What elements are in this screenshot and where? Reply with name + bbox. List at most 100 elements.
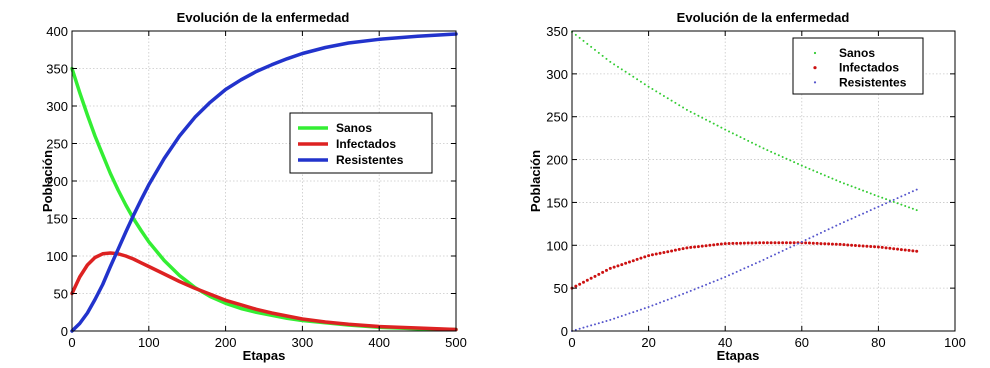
data-point: [850, 217, 853, 220]
y-tick-label: 300: [46, 99, 68, 114]
data-point: [892, 200, 895, 203]
y-tick-label: 400: [46, 24, 68, 39]
data-point: [624, 70, 627, 73]
y-tick-label: 250: [546, 110, 568, 125]
data-point: [873, 245, 877, 249]
data-point: [800, 164, 803, 167]
data-point: [728, 274, 731, 277]
series-line-resistentes: [70, 32, 458, 333]
y-tick-label: 150: [46, 212, 68, 227]
data-point: [777, 154, 780, 157]
x-axis-label: Etapas: [243, 348, 286, 363]
data-point: [781, 156, 784, 158]
legend-swatch-sanos: [813, 51, 817, 55]
data-point: [831, 177, 834, 180]
data-point: [654, 252, 658, 256]
data-point: [892, 247, 896, 251]
data-point: [655, 90, 658, 93]
data-point: [781, 241, 785, 245]
data-point: [773, 152, 776, 155]
y-tick-label: 300: [546, 67, 568, 82]
data-point: [697, 286, 700, 289]
data-point: [827, 242, 831, 246]
data-point: [655, 303, 658, 306]
data-point: [689, 289, 692, 292]
data-point: [574, 328, 577, 331]
data-point: [869, 209, 872, 212]
data-point: [650, 253, 654, 257]
data-point: [720, 126, 723, 129]
series-resistentes: [70, 32, 458, 333]
data-point: [812, 235, 815, 238]
ticks: 0 20 40 60 80 100 0 50 100 150 200 250 300 350: [546, 24, 966, 350]
data-point: [597, 272, 601, 276]
y-tick-label: 200: [46, 174, 68, 189]
data-point: [574, 284, 578, 288]
data-point: [632, 311, 635, 314]
data-point: [854, 186, 857, 189]
data-point: [908, 206, 911, 209]
data-point: [628, 312, 631, 315]
series-infectados: [570, 241, 919, 290]
data-point: [781, 249, 784, 252]
data-point: [762, 147, 765, 150]
series-resistentes: [571, 188, 918, 332]
data-point: [888, 246, 892, 250]
data-point: [754, 241, 758, 245]
data-point: [789, 246, 792, 249]
data-point: [719, 242, 723, 246]
data-point: [877, 195, 880, 198]
data-point: [758, 241, 762, 245]
x-tick-label: 0: [68, 335, 75, 350]
data-point: [643, 83, 646, 86]
data-point: [881, 196, 884, 199]
data-point: [666, 298, 669, 301]
y-axis-label: Población: [528, 150, 543, 212]
data-point: [586, 42, 589, 45]
legend-box: [792, 37, 924, 95]
legend-label: Infectados: [839, 61, 899, 75]
x-tick-label: 100: [138, 335, 160, 350]
data-point: [904, 193, 907, 196]
data-point: [685, 246, 689, 250]
data-point: [608, 266, 612, 270]
data-point: [697, 114, 700, 117]
data-point: [662, 250, 666, 254]
data-point: [769, 241, 773, 245]
data-point: [830, 242, 834, 246]
x-tick-label: 500: [445, 335, 467, 350]
legend-label: Resistentes: [336, 153, 404, 167]
data-point: [731, 241, 735, 245]
data-point: [590, 324, 593, 327]
data-point: [815, 241, 819, 245]
data-point: [662, 94, 665, 97]
y-tick-label: 50: [554, 281, 568, 296]
data-point: [751, 141, 754, 144]
data-point: [880, 245, 884, 249]
data-point: [846, 243, 850, 247]
y-tick-label: 100: [46, 249, 68, 264]
data-point: [639, 256, 643, 260]
data-point: [746, 241, 750, 245]
data-point: [724, 276, 727, 278]
data-point: [659, 92, 662, 95]
data-point: [770, 255, 773, 258]
data-point: [616, 264, 620, 268]
data-point: [873, 207, 876, 210]
data-point: [685, 291, 688, 294]
data-point: [873, 193, 876, 196]
data-point: [712, 280, 715, 283]
legend-label: Sanos: [336, 121, 372, 135]
x-tick-label: 400: [368, 335, 390, 350]
data-point: [796, 162, 799, 165]
data-point: [685, 108, 688, 111]
data-point: [636, 78, 639, 81]
x-tick-label: 80: [871, 335, 885, 350]
data-point: [842, 221, 845, 224]
x-tick-label: 40: [718, 335, 732, 350]
y-tick-label: 0: [61, 324, 68, 339]
chart-title: Evolución de la enfermedad: [677, 10, 850, 25]
data-point: [701, 116, 704, 119]
data-point: [674, 295, 677, 298]
